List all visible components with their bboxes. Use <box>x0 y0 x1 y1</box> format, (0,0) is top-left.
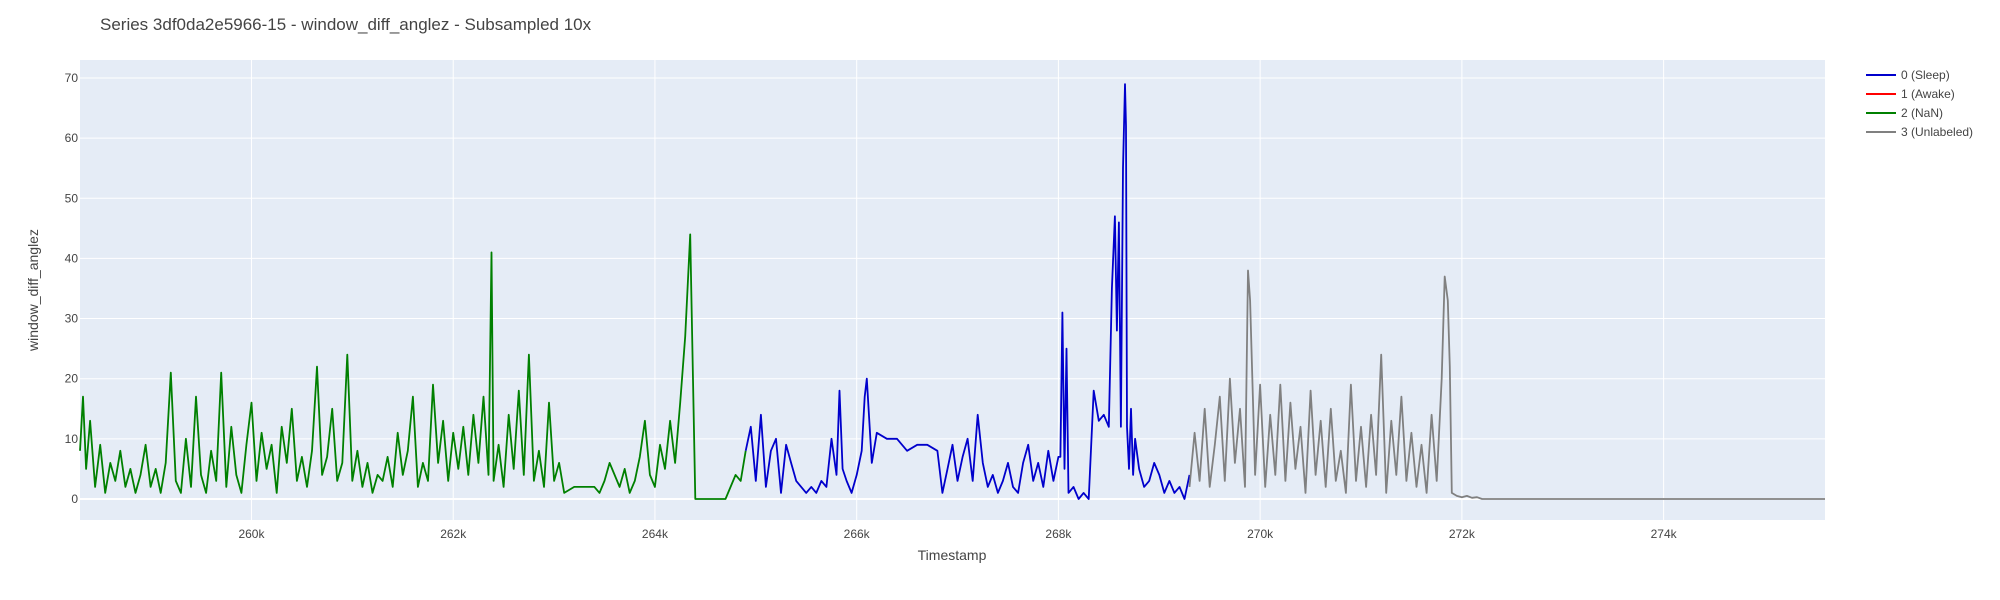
x-axis-title: Timestamp <box>918 547 987 563</box>
legend-label: 1 (Awake) <box>1901 87 1955 101</box>
series-line-3 <box>1188 269 1825 500</box>
y-tick-label: 50 <box>65 191 79 205</box>
series-layer <box>79 83 1825 500</box>
legend-item-1[interactable]: 1 (Awake) <box>1866 87 1955 101</box>
x-tick-labels: 260k 262k 264k 266k 268k 270k 272k 274k <box>238 527 1677 541</box>
plot-background <box>80 60 1825 520</box>
legend-label: 0 (Sleep) <box>1901 68 1950 82</box>
legend-label: 2 (NaN) <box>1901 106 1943 120</box>
x-tick-label: 264k <box>642 527 669 541</box>
legend-item-2[interactable]: 2 (NaN) <box>1866 106 1943 120</box>
x-tick-label: 272k <box>1449 527 1476 541</box>
y-tick-label: 40 <box>65 251 79 265</box>
y-tick-label: 60 <box>65 131 79 145</box>
chart-title: Series 3df0da2e5966-15 - window_diff_ang… <box>100 15 592 34</box>
x-tick-label: 274k <box>1651 527 1678 541</box>
x-tick-label: 266k <box>844 527 871 541</box>
y-tick-label: 20 <box>65 372 79 386</box>
legend-item-0[interactable]: 0 (Sleep) <box>1866 68 1950 82</box>
legend: 0 (Sleep) 1 (Awake) 2 (NaN) 3 (Unlabeled) <box>1866 68 1973 139</box>
x-tick-label: 270k <box>1247 527 1274 541</box>
legend-label: 3 (Unlabeled) <box>1901 125 1973 139</box>
x-tick-label: 260k <box>238 527 265 541</box>
y-tick-labels: 0 10 20 30 40 50 60 70 <box>65 71 79 506</box>
y-tick-label: 10 <box>65 432 79 446</box>
series-line-2 <box>79 233 747 500</box>
x-tick-label: 268k <box>1045 527 1072 541</box>
legend-item-3[interactable]: 3 (Unlabeled) <box>1866 125 1973 139</box>
y-axis-title: window_diff_anglez <box>25 229 41 352</box>
series-line-0 <box>744 83 1191 500</box>
y-tick-label: 30 <box>65 312 79 326</box>
x-tick-label: 262k <box>440 527 467 541</box>
y-tick-label: 70 <box>65 71 79 85</box>
gridlines <box>80 60 1825 520</box>
y-tick-label: 0 <box>71 492 78 506</box>
